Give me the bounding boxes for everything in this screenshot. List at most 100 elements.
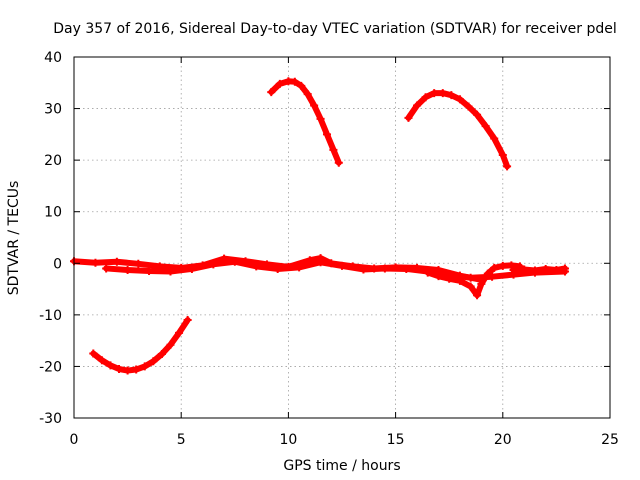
data-point xyxy=(310,101,319,110)
x-tick-label: 15 xyxy=(387,432,405,448)
series-band-b xyxy=(102,257,569,282)
x-tick-label: 5 xyxy=(177,432,186,448)
data-point xyxy=(149,357,158,366)
y-tick-label: -10 xyxy=(39,308,62,324)
data-point xyxy=(503,162,512,171)
data-point xyxy=(447,91,456,100)
data-point xyxy=(530,266,539,275)
data-point xyxy=(134,259,143,268)
series-arc-negative-early xyxy=(89,316,192,375)
series-arc-positive-late xyxy=(404,89,512,171)
data-point xyxy=(413,101,422,110)
data-point xyxy=(112,257,121,266)
data-point xyxy=(183,316,192,325)
data-point xyxy=(175,328,184,337)
data-point xyxy=(102,264,111,273)
data-point xyxy=(445,274,454,283)
data-point xyxy=(380,264,389,273)
data-point xyxy=(473,110,482,119)
y-tick-label: -30 xyxy=(39,411,62,427)
data-point xyxy=(145,267,154,276)
data-point xyxy=(316,114,325,123)
data-point xyxy=(473,291,482,300)
x-tick-label: 25 xyxy=(601,432,619,448)
series-band-d xyxy=(509,264,569,275)
data-point xyxy=(91,258,100,267)
data-point xyxy=(123,265,132,274)
data-point xyxy=(334,158,343,167)
data-point xyxy=(209,260,218,269)
data-point xyxy=(359,265,368,274)
data-point xyxy=(430,89,439,98)
x-tick-labels: 0 5 10 15 20 25 xyxy=(70,432,619,448)
data-point xyxy=(466,282,475,291)
data-point xyxy=(322,130,331,139)
data-point xyxy=(275,79,284,88)
chart-title: Day 357 of 2016, Sidereal Day-to-day VTE… xyxy=(53,21,617,37)
y-axis-label: SDTVAR / TECUs xyxy=(6,181,22,296)
y-tick-label: 40 xyxy=(44,50,62,66)
data-point xyxy=(402,264,411,273)
data-point xyxy=(477,279,486,288)
data-series xyxy=(70,77,569,375)
data-point xyxy=(230,257,239,266)
data-point xyxy=(464,102,473,111)
data-point xyxy=(490,263,499,272)
y-tick-label: 10 xyxy=(44,205,62,221)
data-point xyxy=(89,349,98,358)
data-point xyxy=(295,263,304,272)
data-point xyxy=(123,366,132,375)
data-point xyxy=(157,350,166,359)
y-tick-label: 30 xyxy=(44,102,62,118)
data-point xyxy=(316,258,325,267)
data-point xyxy=(552,265,561,274)
data-point xyxy=(498,150,507,159)
data-point xyxy=(140,362,149,371)
series-trace xyxy=(405,90,511,170)
data-point xyxy=(106,361,115,370)
data-point xyxy=(498,261,507,270)
data-point xyxy=(404,113,413,122)
data-point xyxy=(488,272,497,281)
data-point xyxy=(273,264,282,273)
series-trace xyxy=(103,258,568,281)
data-point xyxy=(267,88,276,97)
data-point xyxy=(483,269,492,278)
data-point xyxy=(434,272,443,281)
y-tick-labels: -30 -20 -10 0 10 20 30 40 xyxy=(39,50,62,427)
x-tick-label: 20 xyxy=(494,432,512,448)
data-point xyxy=(455,95,464,104)
data-point xyxy=(297,81,306,90)
x-tick-label: 0 xyxy=(70,432,79,448)
data-point xyxy=(290,77,299,86)
data-point xyxy=(166,267,175,276)
x-tick-label: 10 xyxy=(279,432,297,448)
data-point xyxy=(338,261,346,270)
plot-frame xyxy=(73,56,611,419)
data-point xyxy=(187,264,196,273)
x-axis-label: GPS time / hours xyxy=(283,458,400,474)
data-point xyxy=(490,134,499,143)
series-arc-positive-middle xyxy=(267,77,343,167)
data-point xyxy=(466,273,475,282)
data-point xyxy=(509,265,518,274)
y-tick-label: 0 xyxy=(53,256,62,272)
y-tick-label: -20 xyxy=(39,359,62,375)
y-tick-label: 20 xyxy=(44,153,62,169)
data-point xyxy=(541,264,550,273)
data-point xyxy=(520,265,529,274)
data-point xyxy=(115,365,124,374)
data-point xyxy=(560,264,569,273)
data-point xyxy=(455,276,464,285)
series-band-c xyxy=(423,261,524,300)
data-point xyxy=(166,340,175,349)
data-point xyxy=(329,145,338,154)
data-point xyxy=(303,90,312,99)
data-point xyxy=(481,122,490,131)
data-point xyxy=(423,268,432,277)
data-point xyxy=(132,365,141,374)
data-point xyxy=(438,89,447,98)
data-point xyxy=(421,93,430,102)
ticks xyxy=(73,56,611,419)
